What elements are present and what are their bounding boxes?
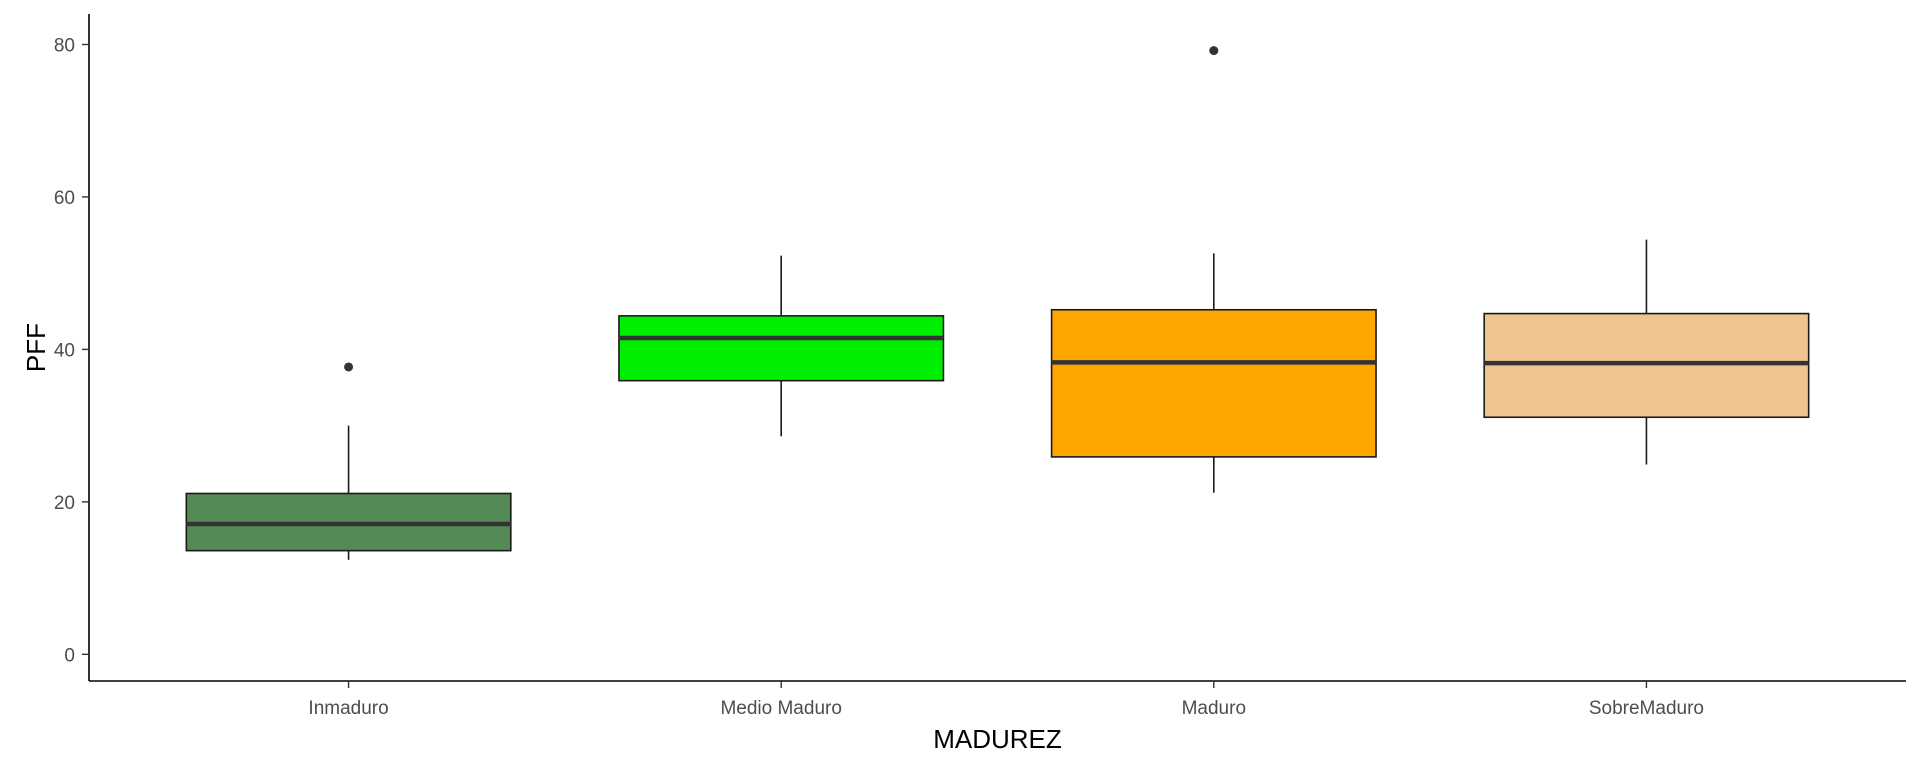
box-body	[1483, 312, 1810, 419]
x-tick-label: Maduro	[1182, 698, 1246, 719]
x-tick-label: Inmaduro	[308, 698, 388, 719]
box-body	[1050, 308, 1377, 458]
outlier-point	[344, 362, 354, 372]
box-inmaduro	[185, 362, 512, 560]
y-tick-label: 60	[54, 188, 75, 209]
axes	[88, 14, 1906, 682]
boxes	[185, 46, 1810, 560]
y-tick-label: 20	[54, 493, 75, 514]
outlier-point	[1209, 46, 1219, 56]
x-axis-title: MADUREZ	[933, 724, 1062, 754]
box-body	[618, 315, 945, 382]
x-ticks: Inmaduro Medio Maduro Maduro SobreMaduro	[308, 681, 1704, 719]
x-tick-label: SobreMaduro	[1589, 698, 1704, 719]
y-axis-title: PFF	[21, 323, 51, 372]
box-medio-maduro	[618, 255, 945, 437]
y-tick-label: 40	[54, 340, 75, 361]
y-ticks: 0 20 40 60 80	[54, 35, 89, 666]
y-tick-label: 0	[64, 645, 75, 666]
y-tick-label: 80	[54, 35, 75, 56]
box-sobremaduro	[1483, 239, 1810, 465]
x-tick-label: Medio Maduro	[720, 698, 841, 719]
box-maduro	[1050, 46, 1377, 493]
